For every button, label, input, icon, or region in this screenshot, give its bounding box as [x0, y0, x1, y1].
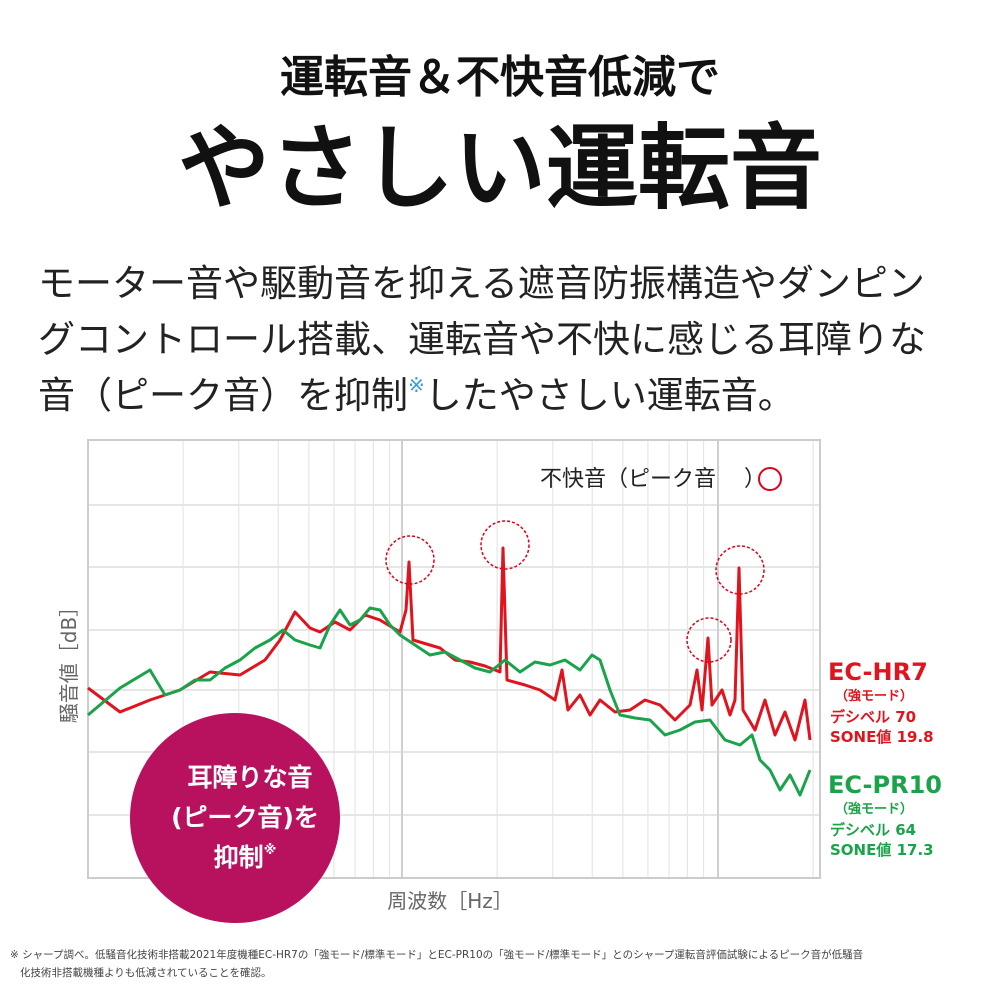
peak-circle: [385, 535, 435, 585]
heading-main: やさしい運転音: [178, 115, 822, 222]
badge: [130, 713, 340, 923]
footnote: 化技術非搭載機種よりも低減されていることを確認。: [20, 966, 271, 979]
badge-line: (ピーク音)を: [171, 803, 319, 832]
heading: 運転音＆不快音低減で: [280, 52, 720, 103]
chart-frame: [87, 439, 821, 879]
body-text: グコントロール搭載、運転音や不快に感じる耳障りな: [38, 318, 926, 361]
peak-legend-circle: [758, 467, 782, 491]
model-mode: （強モード）: [835, 801, 913, 817]
badge-line: 耳障りな音: [187, 763, 312, 792]
ec-pr10-curve: [87, 606, 812, 797]
model-name: EC-PR10: [828, 771, 942, 799]
body-text: モーター音や駆動音を抑える遮音防振構造やダンピン: [38, 262, 925, 305]
model-decibel: デシベル 64: [830, 821, 916, 839]
peak-circle: [480, 520, 530, 570]
footnote: ※ シャープ調べ。低騒音化技術非搭載2021年度機種EC-HR7の「強モード/標…: [10, 948, 863, 961]
model-sone: SONE値 17.3: [830, 841, 934, 859]
peak-label: 不快音（ピーク音）: [540, 467, 766, 492]
peak-circle: [715, 545, 765, 595]
ec-hr7-curve: [87, 546, 812, 742]
model-name: EC-HR7: [828, 658, 928, 686]
body-text: 音（ピーク音）を抑制※したやさしい運転音。: [38, 373, 795, 417]
model-mode: （強モード）: [835, 688, 913, 704]
x-axis-label: 周波数［Hz］: [387, 889, 513, 913]
badge-text: 耳障りな音 (ピーク音)を 抑制※: [171, 763, 319, 872]
badge-line: 抑制※: [214, 843, 277, 872]
peak-circle: [686, 617, 732, 663]
legend: EC-HR7 （強モード） デシベル 70 SONE値 19.8 EC-PR10…: [828, 658, 942, 859]
y-axis-label: 騒音値［dB］: [57, 597, 81, 723]
model-decibel: デシベル 70: [830, 708, 916, 726]
model-sone: SONE値 19.8: [830, 728, 934, 746]
